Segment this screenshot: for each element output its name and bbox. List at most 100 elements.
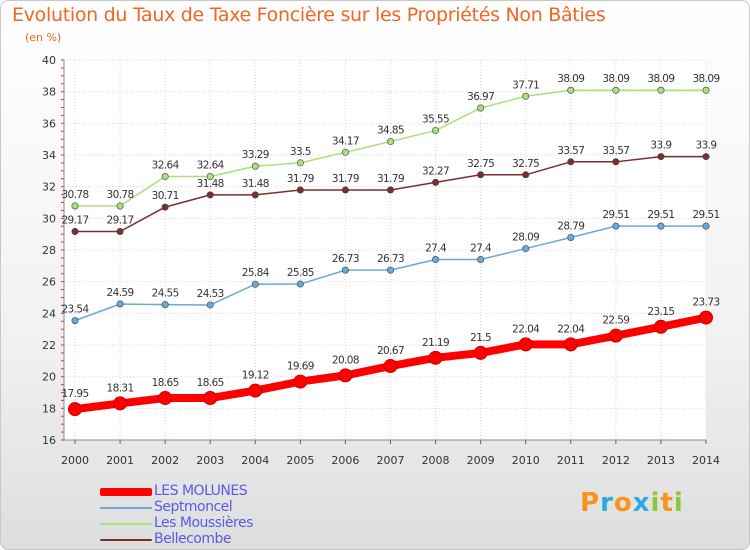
data-point	[473, 345, 488, 360]
data-label: 34.17	[332, 135, 359, 147]
data-point	[296, 186, 304, 194]
x-tick-label: 2011	[557, 454, 585, 467]
proxiti-logo: Proxiti	[580, 488, 684, 518]
data-point	[702, 222, 710, 230]
data-point	[296, 159, 304, 167]
data-point	[432, 126, 440, 134]
data-label: 28.09	[512, 232, 539, 244]
legend-swatch	[100, 488, 152, 496]
data-label: 18.65	[197, 377, 224, 389]
y-tick-label: 20	[42, 371, 56, 384]
data-label: 33.57	[602, 145, 629, 157]
logo-letter: o	[613, 488, 633, 518]
data-label: 29.51	[692, 209, 719, 221]
data-point	[386, 266, 394, 274]
data-point	[702, 153, 710, 161]
data-point	[71, 317, 79, 325]
x-tick-label: 2014	[692, 454, 720, 467]
data-label: 27.4	[470, 243, 492, 255]
x-tick-label: 2010	[512, 454, 540, 467]
data-point	[341, 186, 349, 194]
data-label: 23.15	[647, 306, 674, 318]
data-point	[161, 301, 169, 309]
data-label: 34.85	[377, 125, 404, 137]
y-tick-label: 32	[42, 181, 56, 194]
data-label: 37.71	[512, 79, 539, 91]
data-label: 19.69	[287, 361, 314, 373]
data-point	[612, 222, 620, 230]
legend-label: Septmoncel	[154, 499, 233, 515]
data-label: 25.85	[287, 267, 314, 279]
y-tick-label: 34	[42, 149, 56, 162]
data-label: 38.09	[557, 73, 584, 85]
data-label: 33.29	[242, 149, 269, 161]
y-tick-label: 26	[42, 276, 56, 289]
x-tick-label: 2000	[61, 454, 89, 467]
data-point	[657, 153, 665, 161]
data-point	[567, 86, 575, 94]
data-label: 24.53	[197, 288, 224, 300]
legend-swatch	[100, 539, 152, 541]
data-label: 30.78	[107, 189, 134, 201]
data-point	[522, 171, 530, 179]
y-tick-label: 40	[42, 54, 56, 67]
logo-letter: t	[660, 488, 674, 518]
data-point	[341, 148, 349, 156]
data-point	[116, 227, 124, 235]
data-label: 36.97	[467, 91, 494, 103]
y-tick-label: 38	[42, 86, 56, 99]
logo-letter: P	[580, 488, 601, 518]
data-label: 31.48	[197, 178, 224, 190]
data-point	[161, 203, 169, 211]
legend-label: Les Moussières	[154, 515, 253, 531]
logo-letter: i	[673, 488, 684, 518]
y-tick-label: 28	[42, 244, 56, 257]
data-point	[251, 280, 259, 288]
data-point	[113, 396, 128, 411]
data-label: 23.54	[61, 304, 89, 316]
data-label: 18.31	[107, 382, 134, 394]
data-label: 33.57	[557, 145, 584, 157]
data-point	[71, 202, 79, 210]
data-point	[206, 301, 214, 309]
data-point	[567, 158, 575, 166]
data-label: 32.64	[197, 160, 225, 172]
data-label: 24.59	[107, 287, 134, 299]
data-label: 32.64	[152, 160, 180, 172]
data-point	[386, 186, 394, 194]
data-point	[293, 374, 308, 389]
data-label: 22.04	[557, 323, 585, 335]
data-label: 33.5	[290, 146, 311, 158]
legend-swatch	[100, 507, 152, 509]
data-point	[477, 104, 485, 112]
x-tick-label: 2002	[151, 454, 179, 467]
data-label: 29.17	[107, 214, 134, 226]
data-point	[251, 191, 259, 199]
data-point	[702, 86, 710, 94]
data-label: 31.79	[332, 173, 359, 185]
data-label: 33.9	[696, 140, 717, 152]
x-tick-label: 2008	[422, 454, 450, 467]
data-point	[338, 368, 353, 383]
data-point	[158, 391, 173, 406]
data-label: 32.75	[512, 158, 539, 170]
data-label: 38.09	[602, 73, 629, 85]
chart-subtitle: (en %)	[25, 31, 62, 44]
x-tick-label: 2003	[196, 454, 224, 467]
data-label: 31.79	[287, 173, 314, 185]
data-label: 22.04	[512, 323, 540, 335]
data-label: 27.4	[425, 243, 447, 255]
data-label: 32.27	[422, 165, 449, 177]
data-label: 18.65	[152, 377, 179, 389]
data-point	[383, 359, 398, 374]
data-label: 20.08	[332, 354, 359, 366]
data-point	[612, 86, 620, 94]
data-label: 17.95	[61, 388, 88, 400]
logo-letter: r	[600, 488, 614, 518]
data-point	[428, 350, 443, 365]
data-point	[563, 337, 578, 352]
chart-title: Evolution du Taux de Taxe Foncière sur l…	[12, 4, 606, 26]
data-point	[477, 255, 485, 263]
data-point	[251, 162, 259, 170]
data-label: 19.12	[242, 370, 269, 382]
